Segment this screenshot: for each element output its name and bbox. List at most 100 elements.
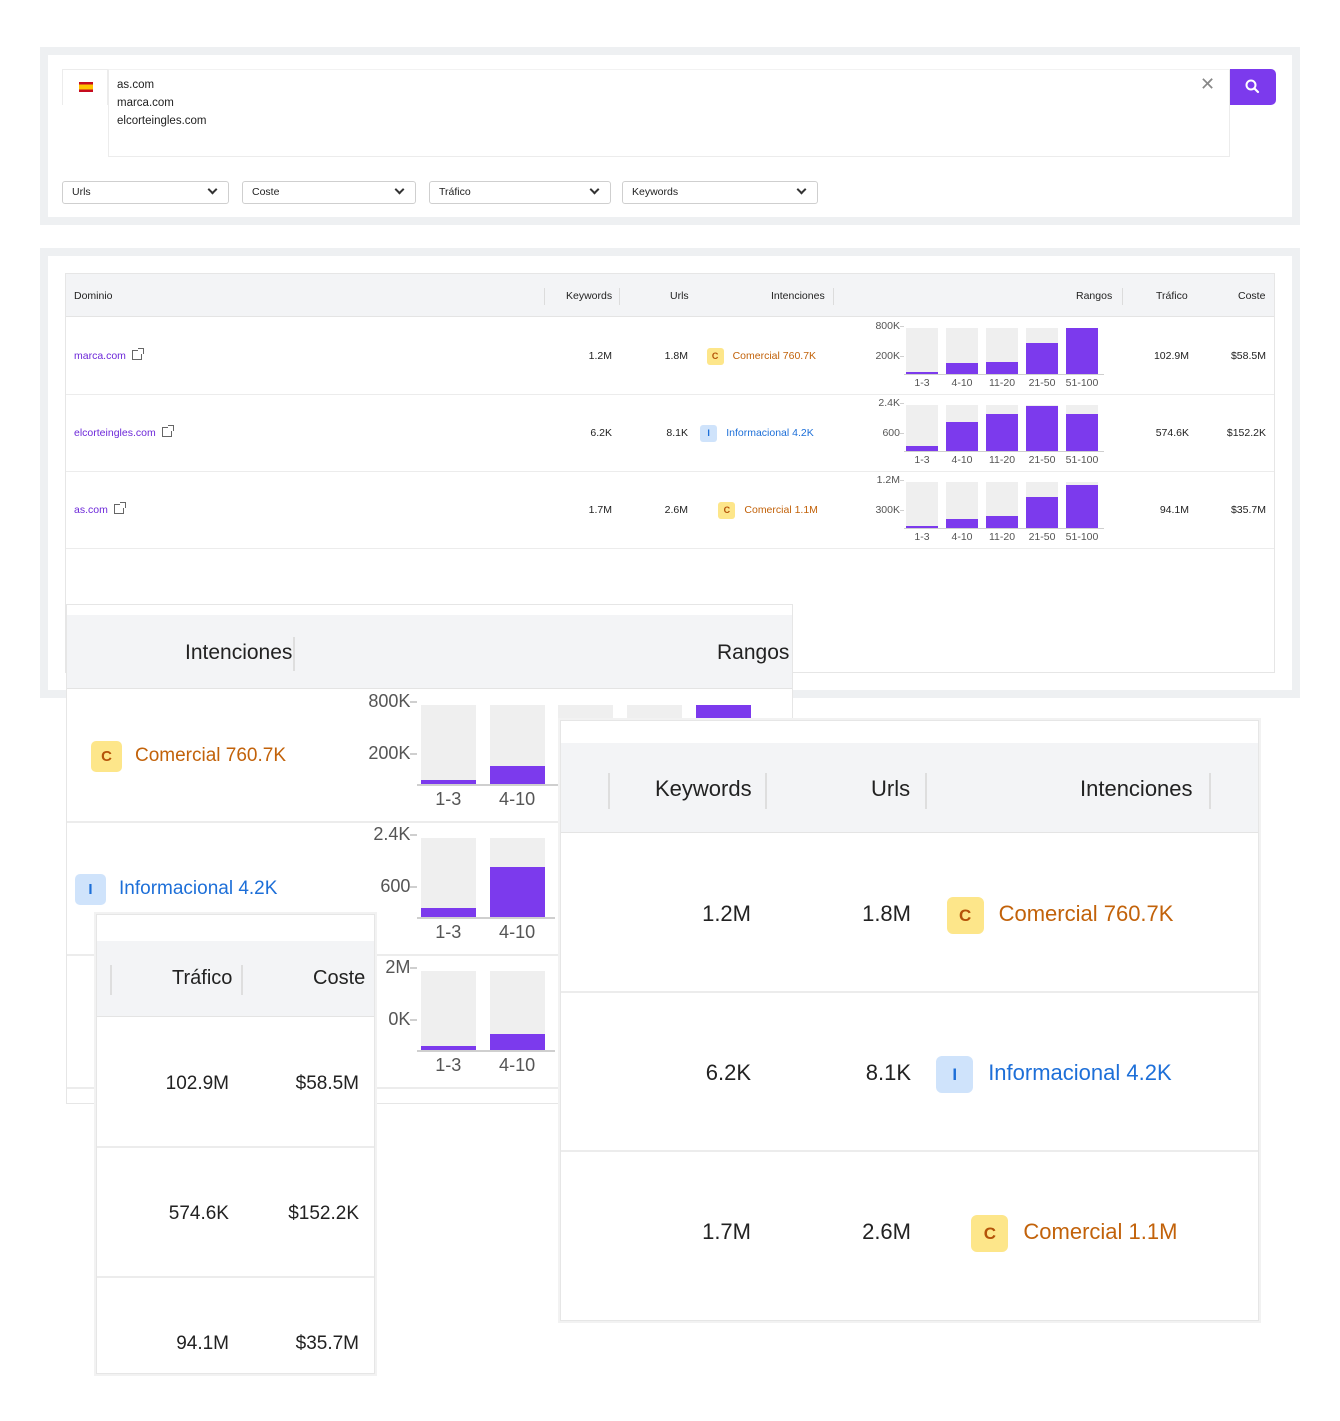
cost-value: $35.7M [295,1333,359,1354]
rank-bucket-label: 1-3 [435,922,462,943]
rank-bar [1066,405,1098,451]
zoom-row: I Informacional 4.2K 2.4K 600 1-3 4-10 [67,822,792,956]
rank-x-axis [904,374,1104,375]
zoom-keywords-urls-intents: Keywords Urls Intenciones 1.2M 1.8M C Comer… [560,720,1259,1321]
traffic-value: 94.1M [1159,504,1189,516]
urls-value: 8.1K [666,427,688,439]
intent-badge: C [718,502,736,519]
rank-bucket-label: 1-3 [914,377,930,389]
search-button[interactable] [1230,69,1276,105]
intent-badge: C [971,1215,1009,1252]
header-intents: Intenciones [1080,776,1193,801]
row-divider [561,991,1258,993]
rank-bar-fill [420,779,476,784]
domain-label: marca.com [74,350,126,362]
header-traffic[interactable]: Tráfico [1156,290,1188,302]
domain-link[interactable]: elcorteingles.com [74,425,174,439]
header-separator [619,288,620,305]
rank-bar [986,482,1018,528]
rank-bar [1066,482,1098,528]
domain-entry: as.com [117,79,155,91]
rank-y-tick: 600 [380,875,411,896]
rank-bar-fill [986,515,1018,528]
domain-link[interactable]: as.com [74,502,126,516]
rank-bucket-label: 51-100 [1065,531,1099,543]
rank-bar-fill [946,518,978,528]
traffic-value: 102.9M [1153,350,1189,362]
intent-badge: C [946,897,984,934]
rank-bar-fill [489,1034,545,1050]
zoom-row: 6.2K 8.1K I Informacional 4.2K [561,992,1258,1152]
rank-y-tick: 2.4K [878,397,900,409]
domain-link[interactable]: marca.com [74,348,144,362]
rank-bar-fill [1066,485,1098,528]
header-ranks[interactable]: Rangos [1076,290,1113,302]
domains-textarea[interactable]: as.com marca.com elcorteingles.com [108,69,1230,157]
rank-bar-fill [1026,406,1058,451]
rank-bucket-label: 4-10 [951,377,973,389]
external-link-icon[interactable] [131,348,144,360]
table-row: marca.com 1.2M 1.8M C Comercial 760.7K 800K 20… [66,318,1274,395]
rank-tick-mark [900,479,904,481]
intent-badge: C [706,348,724,365]
zoom-row: 94.1M $35.7M [97,1277,374,1373]
zoom-traffic-cost: Tráfico Coste 102.9M $58.5M 574.6K $152.2K 9… [96,914,375,1374]
header-intents: Intenciones [185,641,293,664]
rank-bucket-label: 21-50 [1028,531,1056,543]
rank-bucket-label: 4-10 [951,531,973,543]
intent-label: Comercial 760.7K [135,745,287,766]
rank-bar [420,970,476,1050]
cost-value: $58.5M [1230,350,1266,362]
header-ranks: Rangos [717,641,790,664]
intent-badge: C [91,741,122,772]
header-cost: Coste [313,967,366,989]
header-intents[interactable]: Intenciones [771,290,825,302]
rank-y-tick: 200K [368,742,411,763]
rank-tick-mark [410,753,418,756]
rank-bucket-label: 51-100 [1065,454,1099,466]
filter-dropdown-urls[interactable]: Urls [62,181,229,204]
row-divider [97,1276,374,1278]
rank-tick-mark [900,325,904,327]
rank-tick-mark [410,700,418,703]
rank-x-axis [904,528,1104,529]
rank-y-tick: 1.2M [876,474,900,486]
filter-dropdown-keywords[interactable]: Keywords [622,181,818,204]
filter-dropdown-coste[interactable]: Coste [242,181,416,204]
header-urls[interactable]: Urls [670,290,689,302]
external-link-icon[interactable] [113,502,126,514]
country-selector[interactable] [62,69,108,105]
header-urls: Urls [871,776,911,801]
keywords-value: 6.2K [590,427,612,439]
rank-bar-fill [489,765,545,784]
filter-dropdown-trafico[interactable]: Tráfico [429,181,611,204]
traffic-value: 574.6K [1155,427,1189,439]
header-keywords[interactable]: Keywords [566,290,613,302]
zoom-row: 102.9M $58.5M [97,1017,374,1148]
rank-bar [946,405,978,451]
search-icon [1245,79,1260,94]
row-divider [561,1150,1258,1152]
urls-value: 8.1K [865,1060,911,1085]
intent-badge: I [700,425,718,442]
spain-flag-icon [79,82,93,92]
rank-bucket-label: 1-3 [435,1055,462,1076]
urls-value: 2.6M [664,504,688,516]
domain-entry: marca.com [117,97,174,109]
header-separator [241,965,243,995]
external-link-icon[interactable] [161,425,174,437]
keywords-value: 1.2M [588,350,612,362]
rank-tick-mark [900,510,904,512]
domain-label: as.com [74,504,108,516]
header-separator [1209,773,1211,809]
rank-y-tick: 600 [882,427,900,439]
intent-label: Comercial 1.1M [744,504,818,516]
rank-bar [1026,328,1058,374]
rank-bar-fill [1026,496,1058,528]
header-domain[interactable]: Dominio [74,290,113,302]
cost-value: $35.7M [1230,504,1266,516]
rank-bar [489,970,545,1050]
clear-icon[interactable]: ✕ [1200,74,1216,94]
header-cost[interactable]: Coste [1238,290,1266,302]
rank-bar [1026,482,1058,528]
